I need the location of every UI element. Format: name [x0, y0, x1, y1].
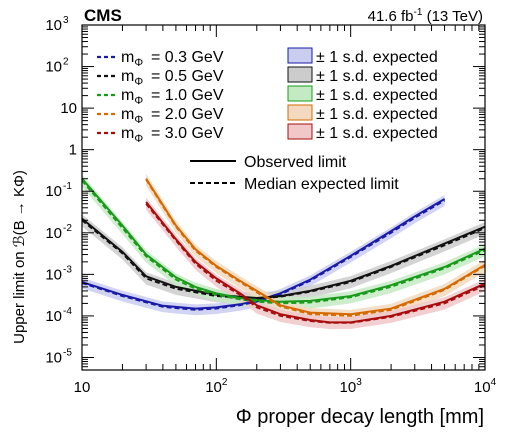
- y-tick-label: 10: [45, 349, 62, 366]
- y-tick-exponent: -3: [63, 264, 72, 275]
- legend-band-swatch-m05: [287, 66, 313, 83]
- legend-mass-symbol: mΦ: [121, 125, 143, 145]
- axis-ticks: [81, 25, 486, 370]
- y-tick-label: 10: [60, 100, 77, 117]
- x-tick-label: 10: [74, 379, 91, 396]
- expected-line-m10: [82, 180, 485, 305]
- legend: mΦ = 0.3 GeV ± 1 s.d. expected mΦ = 0.5 GeV ±…: [97, 47, 438, 193]
- y-tick-exponent: -1: [63, 181, 72, 192]
- legend-band-swatch-m30: [287, 123, 313, 140]
- legend-band-label: ± 1 s.d. expected: [316, 68, 438, 85]
- legend-band-label: ± 1 s.d. expected: [316, 49, 438, 66]
- y-tick-label: 10: [45, 225, 62, 242]
- legend-expected-label: Median expected limit: [244, 176, 399, 193]
- x-tick-label: 103: [340, 377, 363, 396]
- legend-mass-symbol: mΦ: [121, 106, 143, 126]
- cms-label: CMS: [84, 6, 122, 25]
- legend-mass-label: = 0.5 GeV: [151, 68, 224, 85]
- luminosity-label: 41.6 fb-1 (13 TeV): [368, 7, 483, 25]
- legend-mass-symbol: mΦ: [121, 87, 143, 107]
- y-tick-label: 10: [45, 183, 62, 200]
- y-tick-exponent: -4: [63, 306, 72, 317]
- legend-band-swatch-m20: [287, 104, 313, 121]
- legend-mass-symbol: mΦ: [121, 49, 143, 69]
- y-tick-exponent: 3: [63, 15, 69, 26]
- legend-mass-label: = 2.0 GeV: [151, 106, 224, 123]
- observed-line-m10: [82, 178, 485, 303]
- y-tick-exponent: -5: [63, 347, 72, 358]
- legend-mass-symbol: mΦ: [121, 68, 143, 88]
- y-tick-label: 10: [45, 17, 62, 34]
- legend-mass-label: = 1.0 GeV: [151, 87, 224, 104]
- y-tick-label: 10: [45, 266, 62, 283]
- y-tick-exponent: 2: [63, 57, 69, 68]
- legend-band-label: ± 1 s.d. expected: [316, 106, 438, 123]
- y-axis-title: Upper limit on ℬ(B → KΦ): [11, 170, 28, 344]
- limit-curves: [82, 178, 485, 324]
- x-tick-label: 102: [205, 377, 228, 396]
- x-axis-title: Φ proper decay length [mm]: [236, 406, 484, 428]
- legend-observed-label: Observed limit: [244, 154, 347, 171]
- legend-band-swatch-m03: [287, 47, 313, 64]
- y-tick-label: 1: [69, 142, 77, 159]
- legend-mass-label: = 0.3 GeV: [151, 49, 224, 66]
- legend-band-label: ± 1 s.d. expected: [316, 87, 438, 104]
- legend-band-label: ± 1 s.d. expected: [316, 125, 438, 142]
- legend-mass-label: = 3.0 GeV: [151, 125, 224, 142]
- x-tick-label: 104: [474, 377, 497, 396]
- y-tick-exponent: -2: [63, 223, 72, 234]
- y-tick-label: 10: [45, 308, 62, 325]
- observed-line-m20: [145, 178, 485, 316]
- observed-line-m30: [145, 201, 485, 324]
- legend-band-swatch-m10: [287, 85, 313, 102]
- y-tick-label: 10: [45, 59, 62, 76]
